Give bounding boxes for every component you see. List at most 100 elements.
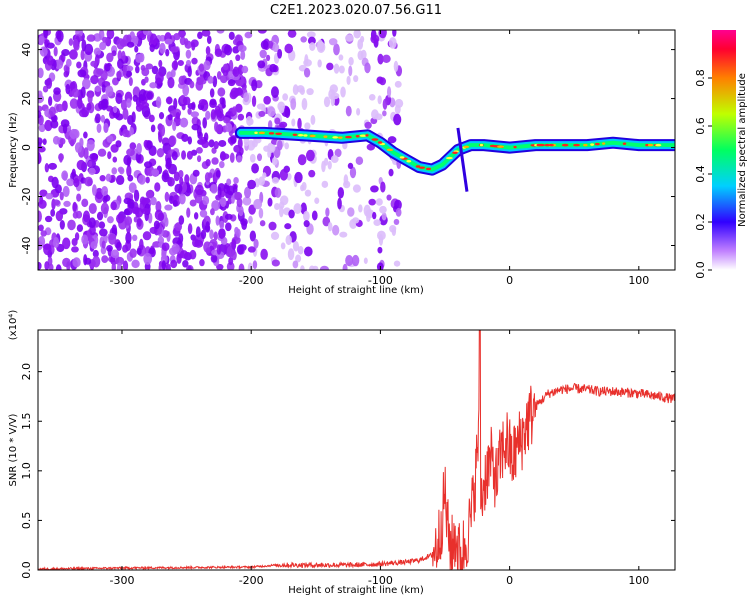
noise-blob (197, 31, 203, 40)
noise-blob (71, 168, 76, 179)
noise-blob (95, 113, 101, 124)
noise-blob (211, 157, 219, 165)
noise-blob (338, 65, 345, 74)
x-tick-label: -100 (368, 574, 393, 587)
noise-blob (279, 121, 288, 128)
noise-blob (133, 189, 140, 202)
noise-blob (393, 60, 399, 72)
colorbar-tick-label: 0.4 (694, 165, 707, 183)
noise-blob (124, 216, 133, 226)
noise-blob (50, 208, 56, 217)
noise-blob (186, 207, 191, 218)
noise-blob (247, 179, 257, 190)
noise-blob (77, 69, 87, 78)
noise-blob (377, 95, 382, 105)
noise-blob (201, 30, 211, 37)
noise-blob (225, 222, 232, 232)
noise-blob (90, 74, 99, 85)
noise-blob (45, 193, 54, 200)
noise-blob (231, 239, 237, 250)
noise-blob (146, 140, 153, 150)
noise-blob (69, 128, 79, 139)
noise-blob (216, 71, 222, 80)
noise-blob (284, 142, 290, 150)
noise-blob (88, 203, 97, 214)
noise-blob (235, 103, 243, 113)
noise-blob (127, 174, 134, 182)
noise-blob (112, 105, 118, 114)
noise-blob (303, 210, 310, 222)
noise-blob (364, 121, 372, 129)
noise-blob (38, 235, 46, 247)
noise-blob (135, 65, 140, 74)
noise-blob (151, 65, 159, 75)
noise-blob (199, 78, 207, 85)
noise-blob (345, 105, 352, 117)
noise-blob (45, 77, 53, 90)
noise-blob (150, 124, 156, 133)
noise-blob (257, 30, 267, 34)
ridge-hot-spot (275, 132, 283, 135)
noise-blob (349, 166, 357, 179)
noise-blob (126, 98, 132, 108)
ridge-hot-spot (292, 133, 298, 137)
noise-blob (138, 89, 148, 101)
noise-blob (244, 186, 252, 199)
noise-blob (353, 75, 359, 83)
noise-blob (220, 75, 228, 84)
noise-blob (197, 131, 203, 140)
noise-blob (106, 30, 115, 40)
noise-blob (227, 79, 236, 87)
noise-blob (196, 146, 203, 154)
figure-title: C2E1.2023.020.07.56.G11 (270, 3, 442, 18)
snr-panel: -300 -200 -100 0 100 0.0 0.5 1.0 1.5 2.0 Height … (8, 310, 676, 596)
noise-blob (297, 245, 304, 255)
noise-blob (205, 110, 211, 120)
noise-blob (296, 85, 305, 93)
noise-blob (194, 192, 203, 204)
noise-blob (253, 238, 259, 249)
noise-blob (262, 172, 267, 179)
colorbar: 0.0 0.2 0.4 0.6 0.8 Normalized spectral ampl… (694, 30, 748, 279)
noise-blob (210, 254, 218, 263)
noise-blob (248, 204, 256, 215)
noise-blob (279, 168, 288, 181)
noise-blob (50, 119, 59, 129)
spectrogram-heatmap (38, 30, 675, 270)
noise-blob (306, 31, 316, 38)
noise-blob (82, 210, 90, 223)
y-tick-label: 0 (20, 144, 33, 151)
noise-blob (233, 144, 242, 153)
noise-blob (292, 240, 300, 252)
noise-blob (59, 219, 65, 230)
noise-blob (277, 101, 286, 111)
ridge-hot-spot (377, 141, 383, 144)
noise-blob (309, 265, 315, 270)
noise-blob (101, 185, 109, 197)
noise-blob (155, 201, 162, 213)
noise-blob (106, 245, 113, 252)
noise-blob (346, 75, 351, 86)
noise-blob (144, 76, 149, 83)
y-tick-label: 2.0 (20, 363, 33, 381)
noise-blob (368, 198, 376, 206)
noise-blob (93, 47, 102, 56)
noise-blob (370, 34, 380, 44)
noise-blob (111, 262, 116, 270)
noise-blob (69, 49, 78, 60)
x-tick-label: -300 (110, 574, 135, 587)
noise-blob (393, 218, 400, 225)
noise-blob (353, 30, 361, 39)
noise-blob (242, 196, 252, 206)
noise-blob (370, 185, 379, 193)
noise-blob (134, 45, 139, 53)
noise-blob (339, 231, 348, 238)
spectrogram-x-ticks: -300 -200 -100 0 100 (110, 30, 649, 287)
noise-blob (342, 263, 348, 270)
ridge-hot-spot (647, 143, 654, 147)
noise-blob (330, 92, 340, 100)
ridge-hot-spot (415, 165, 421, 168)
noise-blob (300, 265, 305, 270)
noise-blob (131, 111, 136, 123)
noise-blob (48, 263, 54, 270)
